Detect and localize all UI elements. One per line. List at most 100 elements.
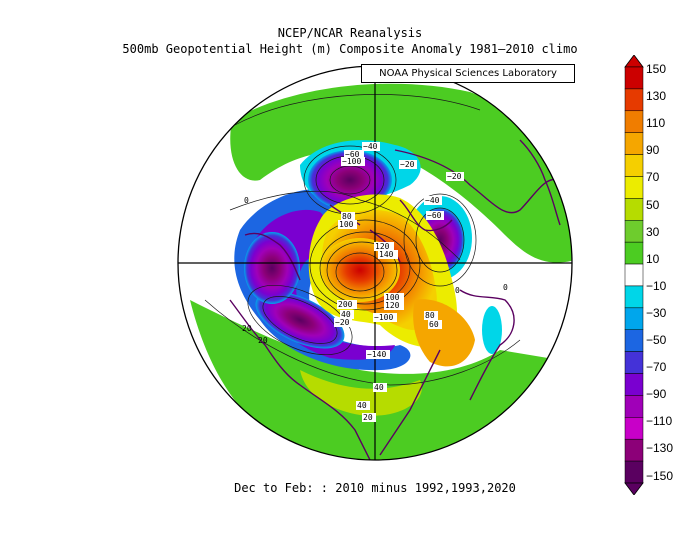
colorbar-swatch — [624, 66, 644, 90]
colorbar-tick-label: 90 — [646, 143, 660, 158]
colorbar-tick-label: 130 — [646, 89, 667, 104]
colorbar-tick-label: 30 — [646, 224, 660, 239]
svg-text:120: 120 — [385, 301, 400, 310]
colorbar-swatch — [624, 329, 644, 352]
contour-label: 0 — [503, 283, 508, 292]
contour-label: 0 — [244, 196, 249, 205]
svg-text:−20: −20 — [447, 172, 462, 181]
colorbar: 150 130 110 90 70 50 30 10 −10 −30 −50 −70 −90 −110 −1… — [622, 54, 700, 496]
contour-label: −20 — [446, 172, 464, 181]
colorbar-swatch — [624, 460, 644, 484]
svg-text:−100: −100 — [374, 313, 393, 322]
contour-label: 40 — [373, 383, 387, 392]
svg-text:−100: −100 — [342, 157, 361, 166]
contour-label: 40 — [340, 310, 354, 319]
contour-label: −20 — [334, 318, 352, 327]
colorbar-swatch — [624, 176, 644, 199]
svg-text:20: 20 — [363, 413, 373, 422]
contour-labels: −40 −60 −100 −20 −20 −40 −60 0 80 100 12… — [242, 142, 508, 422]
colorbar-swatch — [624, 220, 644, 243]
coastlines — [229, 139, 561, 460]
colorbar-swatch — [624, 395, 644, 418]
svg-text:140: 140 — [379, 250, 394, 259]
contour-label: −60 — [426, 211, 444, 220]
colorbar-swatch — [624, 110, 644, 133]
svg-text:120: 120 — [375, 242, 390, 251]
colorbar-arrow-top — [624, 54, 644, 68]
colorbar-swatches — [624, 54, 644, 496]
contour-label: 20 — [258, 336, 268, 345]
credit-label: NOAA Physical Sciences Laboratory — [361, 64, 575, 83]
contour-label: 40 — [356, 401, 370, 410]
contour-label: −20 — [399, 160, 417, 169]
svg-text:0: 0 — [244, 196, 249, 205]
colorbar-swatch — [624, 351, 644, 374]
colorbar-tick-label: −150 — [646, 468, 674, 483]
caption: Dec to Feb: : 2010 minus 1992,1993,2020 — [234, 481, 516, 495]
svg-text:40: 40 — [341, 310, 351, 319]
colorbar-tick-label: 10 — [646, 251, 660, 266]
contour-label: 200 — [337, 300, 357, 309]
contour-label: 60 — [428, 320, 442, 329]
contour-label: −60 — [344, 150, 364, 159]
colorbar-tick-label: 150 — [646, 62, 667, 76]
svg-text:−40: −40 — [363, 142, 378, 151]
polar-anomaly-map: −40 −60 −100 −20 −20 −40 −60 0 80 100 12… — [177, 65, 573, 461]
colorbar-arrow-bottom — [624, 482, 644, 496]
contour-label: −40 — [362, 142, 380, 151]
svg-text:−40: −40 — [425, 196, 440, 205]
colorbar-tick-label: −130 — [646, 441, 674, 456]
svg-text:0: 0 — [455, 286, 460, 295]
svg-text:80: 80 — [342, 212, 352, 221]
contour-label: 80 — [424, 311, 438, 320]
contour-label: 0 — [455, 286, 460, 295]
colorbar-tick-label: −50 — [646, 333, 667, 347]
svg-text:40: 40 — [357, 401, 367, 410]
contour-label: −100 — [373, 313, 397, 322]
colorbar-tick-label: −90 — [646, 387, 667, 402]
colorbar-tick-label: −10 — [646, 278, 667, 293]
svg-text:20: 20 — [258, 336, 268, 345]
colorbar-tick-label: −110 — [646, 414, 673, 429]
contour-label: 120 — [374, 242, 394, 251]
svg-text:80: 80 — [425, 311, 435, 320]
svg-text:−20: −20 — [335, 318, 350, 327]
contour-label: −100 — [341, 157, 365, 166]
colorbar-tick-label: 70 — [646, 170, 660, 185]
colorbar-tick-label: 50 — [646, 197, 660, 212]
colorbar-swatch — [624, 154, 644, 177]
colorbar-tick-label: −70 — [646, 360, 667, 375]
svg-text:100: 100 — [339, 220, 354, 229]
chart-title: NCEP/NCAR Reanalysis — [277, 26, 423, 40]
contour-label: −140 — [366, 350, 390, 359]
colorbar-tick-label: 110 — [646, 116, 666, 131]
colorbar-swatch — [624, 373, 644, 396]
colorbar-swatch — [624, 417, 644, 440]
svg-text:−20: −20 — [400, 160, 415, 169]
svg-text:40: 40 — [374, 383, 384, 392]
colorbar-swatch — [624, 132, 644, 155]
contour-label: −40 — [424, 196, 442, 205]
contour-label: 20 — [362, 413, 376, 422]
svg-text:20: 20 — [242, 324, 252, 333]
colorbar-swatch — [624, 88, 644, 112]
contour-label: 120 — [384, 301, 404, 310]
chart-subtitle: 500mb Geopotential Height (m) Composite … — [122, 42, 578, 56]
colorbar-swatch — [624, 285, 644, 309]
svg-text:200: 200 — [338, 300, 353, 309]
svg-text:100: 100 — [385, 293, 400, 302]
contour-label: 140 — [378, 250, 398, 259]
colorbar-swatch — [624, 307, 644, 330]
contour-label: 20 — [242, 324, 252, 333]
colorbar-swatch — [624, 198, 644, 221]
svg-text:0: 0 — [503, 283, 508, 292]
svg-text:60: 60 — [429, 320, 439, 329]
contour-label: 100 — [384, 293, 404, 302]
svg-text:−140: −140 — [367, 350, 386, 359]
svg-text:−60: −60 — [427, 211, 442, 220]
contour-label: 80 — [341, 212, 355, 221]
colorbar-swatch — [624, 241, 644, 265]
colorbar-swatch — [624, 438, 644, 462]
colorbar-swatch — [624, 263, 644, 287]
svg-text:−60: −60 — [345, 150, 360, 159]
